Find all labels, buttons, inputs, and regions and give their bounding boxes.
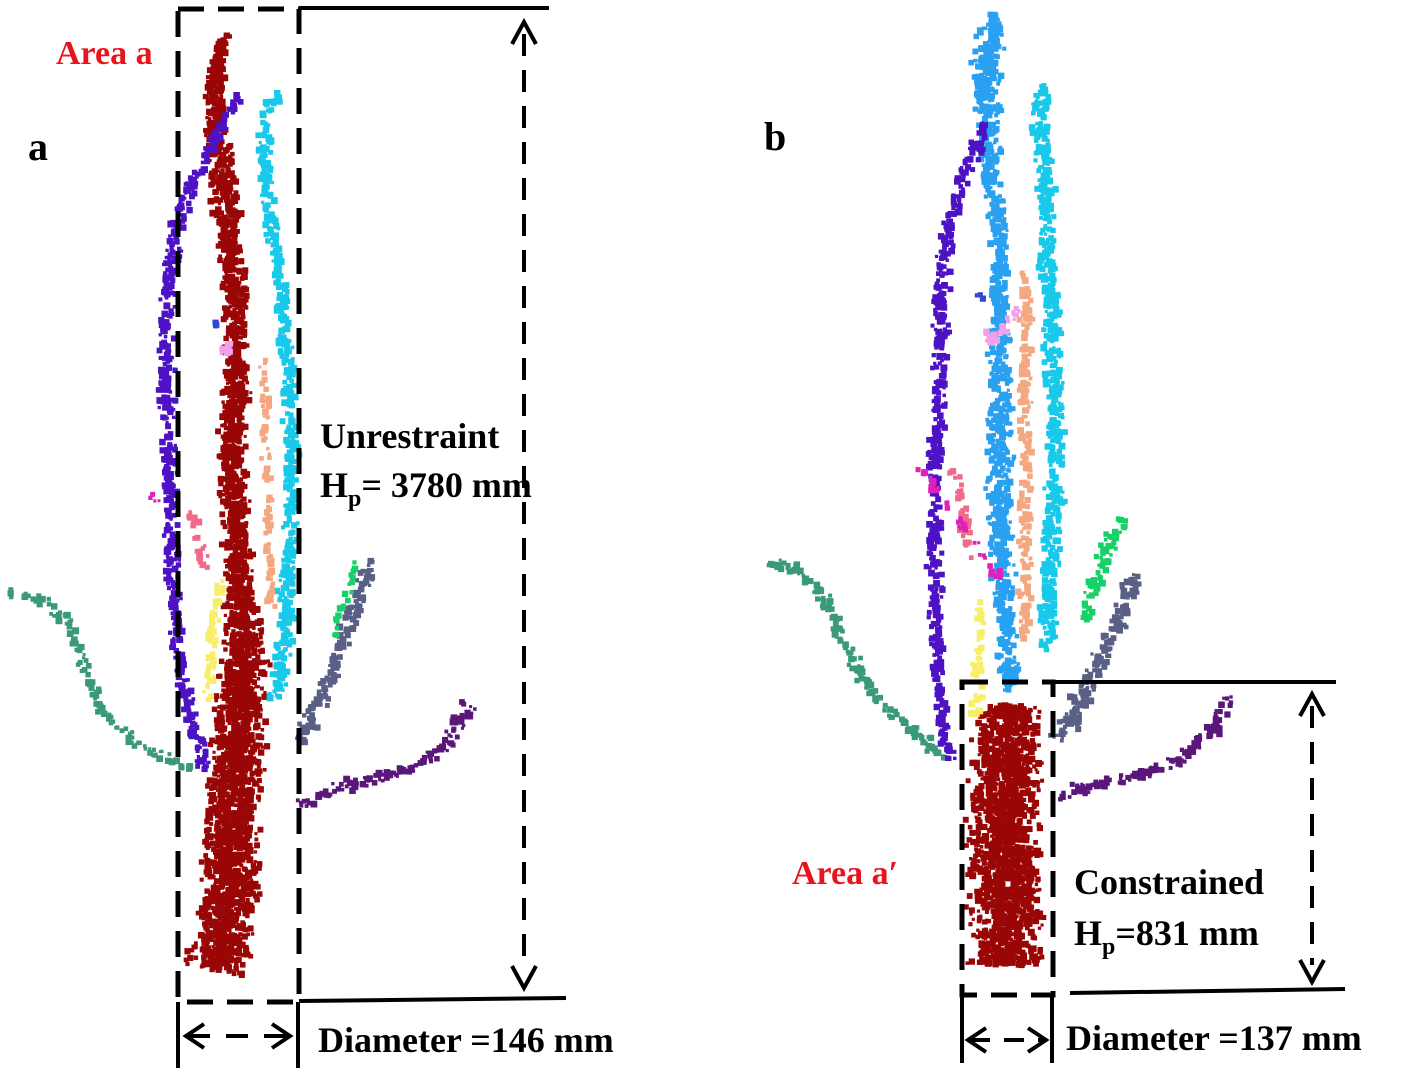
- organ-leaf-purple-b: [1058, 695, 1234, 802]
- area-label-a: Area a: [56, 35, 153, 72]
- height-symbol-b: H: [1074, 913, 1102, 953]
- organ-tissue-lilac-b: [983, 306, 1022, 346]
- height-label-a: Hp= 3780 mm: [320, 465, 532, 512]
- height-value-b: =831 mm: [1115, 913, 1259, 953]
- panel-b: b Area a′ Constrained Hp=831 mm Diameter…: [764, 11, 1362, 1063]
- organ-leaf-violet-b: [923, 121, 988, 762]
- state-label-a: Unrestraint: [320, 416, 499, 456]
- organ-leaf-purple-a: [295, 699, 477, 808]
- panel-a: a Area a Unrestraint Hp= 3780 mm Diamete…: [7, 6, 614, 1068]
- organ-tissue-pink-b: [947, 468, 974, 560]
- organ-leaf-yellow-b: [967, 599, 987, 717]
- organ-leaf-green-a: [332, 560, 359, 638]
- height-arrow-up-a: [510, 17, 538, 45]
- organ-leaf-azure-b: [968, 11, 1022, 693]
- height-bottom-line-a: [298, 996, 567, 1003]
- organ-leaf-yellow-a: [202, 579, 227, 703]
- annotation-lines-a: [175, 6, 567, 1068]
- organ-leaf-salmon-b: [1015, 270, 1036, 642]
- organ-leaf-cyan-b: [1028, 83, 1068, 653]
- organ-tissue-blue-b: [974, 292, 986, 302]
- plant-point-cloud-a: [7, 32, 477, 978]
- height-arrow-up-b: [1298, 689, 1326, 717]
- plant-point-cloud-b: [766, 11, 1234, 969]
- organ-leaf-slate-a: [295, 557, 376, 746]
- area-box-b: [959, 679, 1056, 998]
- height-arrow-down-b: [1298, 959, 1326, 987]
- diameter-arrow-right-b: [1026, 1026, 1050, 1054]
- organ-tissue-magenta-b: [915, 467, 1003, 580]
- diameter-arrow-right-a: [270, 1022, 294, 1050]
- diameter-arrow-left-b: [964, 1026, 988, 1054]
- organ-tissue-pink-a: [186, 510, 210, 570]
- area-label-b: Area a′: [792, 855, 898, 892]
- organ-leaf-green-b: [1080, 516, 1128, 623]
- organ-leaf-cyan-a: [255, 90, 303, 702]
- height-symbol-a: H: [320, 465, 348, 505]
- organ-trunk-a: [183, 32, 273, 978]
- height-subscript-a: p: [348, 486, 361, 512]
- height-value-a: = 3780 mm: [361, 465, 532, 505]
- panel-letter-b: b: [764, 114, 786, 159]
- height-arrow-down-a: [510, 965, 538, 993]
- height-label-b: Hp=831 mm: [1074, 913, 1259, 960]
- diameter-label-a: Diameter =146 mm: [318, 1020, 614, 1060]
- organ-tissue-blue-a: [212, 319, 220, 329]
- organ-tissue-magenta-a: [148, 491, 161, 503]
- area-box-a: [175, 6, 302, 1005]
- organ-leaf-teal-b: [766, 558, 946, 761]
- height-subscript-b: p: [1102, 934, 1115, 960]
- diameter-label-b: Diameter =137 mm: [1066, 1018, 1362, 1058]
- organ-leaf-salmon-a: [258, 357, 278, 609]
- height-bottom-line-b: [1069, 987, 1346, 995]
- organ-trunk-b: [962, 702, 1047, 969]
- annotation-lines-b: [959, 679, 1346, 1063]
- organ-tissue-lilac-a: [219, 341, 234, 357]
- organ-leaf-teal-a: [7, 587, 194, 772]
- panel-letter-a: a: [28, 124, 48, 169]
- state-label-b: Constrained: [1074, 862, 1264, 902]
- diameter-arrow-left-a: [182, 1022, 206, 1050]
